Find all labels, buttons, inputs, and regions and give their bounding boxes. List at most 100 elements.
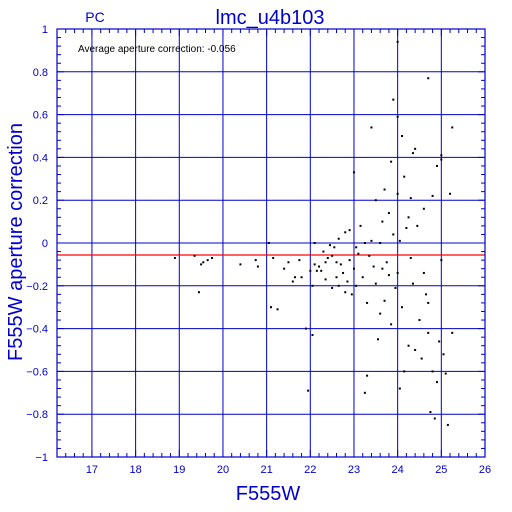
data-point	[337, 237, 340, 240]
data-point	[414, 349, 417, 351]
data-point	[267, 242, 270, 244]
data-point	[414, 147, 417, 150]
data-point	[370, 126, 373, 129]
data-point	[416, 224, 419, 227]
data-point	[357, 252, 360, 255]
data-point	[379, 312, 382, 315]
data-point	[363, 391, 366, 394]
data-point	[272, 256, 275, 259]
data-point	[206, 259, 209, 262]
data-point	[344, 291, 347, 294]
data-point	[283, 267, 286, 270]
data-point	[374, 282, 377, 285]
data-point	[348, 259, 351, 262]
data-point	[350, 293, 353, 296]
data-point	[352, 171, 355, 174]
data-point	[405, 227, 408, 230]
x-tick-label: 17	[86, 464, 98, 476]
data-point	[374, 199, 377, 202]
data-point	[411, 152, 414, 155]
x-tick-label: 18	[129, 464, 141, 476]
x-axis-label: F555W	[236, 483, 301, 505]
data-point	[331, 286, 334, 289]
data-point	[287, 261, 290, 264]
data-point	[346, 280, 349, 283]
x-tick-label: 24	[392, 464, 404, 476]
plot-frame	[56, 28, 486, 458]
data-point	[359, 224, 362, 227]
data-point	[392, 233, 395, 236]
data-point	[344, 231, 347, 234]
data-point	[422, 207, 425, 210]
data-point	[451, 126, 454, 129]
data-point	[370, 239, 373, 242]
data-point	[396, 40, 399, 43]
y-tick-label: 0	[42, 238, 48, 250]
data-point	[396, 115, 399, 118]
data-point	[394, 286, 397, 289]
data-point	[318, 265, 321, 268]
data-point	[193, 254, 196, 257]
data-point	[355, 284, 358, 287]
data-point	[422, 271, 425, 274]
data-point	[433, 417, 436, 420]
x-tick-label: 22	[304, 464, 316, 476]
data-point	[307, 389, 310, 392]
data-point	[366, 301, 369, 304]
x-tick-label: 20	[217, 464, 229, 476]
data-point	[366, 374, 369, 377]
data-point	[435, 164, 438, 167]
data-points	[173, 40, 454, 426]
data-point	[320, 269, 323, 272]
average-correction-annotation: Average aperture correction: -0.056	[78, 44, 236, 55]
data-point	[403, 370, 406, 373]
x-tick-labels: 17 18 19 20 21 22 23 24 25 26	[86, 464, 491, 476]
data-point	[311, 334, 314, 337]
data-point	[407, 344, 410, 347]
data-point	[392, 98, 395, 101]
data-point	[387, 212, 390, 215]
data-point	[335, 261, 338, 264]
data-point	[352, 267, 355, 270]
data-point	[398, 239, 401, 242]
data-point	[409, 256, 412, 259]
data-point	[381, 267, 384, 270]
data-point	[291, 280, 294, 283]
data-point	[387, 274, 390, 277]
data-point	[451, 331, 454, 334]
data-point	[411, 282, 414, 285]
data-point	[427, 301, 430, 304]
data-point	[444, 372, 447, 375]
detector-label: PC	[85, 9, 104, 25]
data-point	[304, 327, 307, 330]
data-point	[407, 216, 410, 219]
data-point	[431, 370, 434, 373]
x-tick-label: 21	[261, 464, 273, 476]
data-point	[390, 160, 393, 163]
data-point	[254, 259, 257, 262]
data-point	[403, 175, 406, 178]
y-tick-labels: 1 0.8 0.6 0.4 0.2 0 −0.2 −0.4 −0.6 −0.8 −1	[26, 24, 48, 464]
data-point	[337, 284, 340, 287]
data-point	[425, 293, 428, 296]
data-point	[381, 220, 384, 223]
data-point	[239, 263, 242, 266]
data-point	[429, 411, 432, 414]
y-tick-label: −0.6	[26, 366, 48, 378]
data-point	[326, 256, 329, 259]
x-tick-label: 19	[173, 464, 185, 476]
data-point	[342, 271, 345, 274]
y-tick-label: 0.4	[33, 152, 48, 164]
x-tick-label: 25	[435, 464, 447, 476]
data-point	[313, 263, 316, 266]
data-point	[348, 229, 351, 232]
data-point	[309, 269, 312, 272]
data-point	[331, 254, 334, 257]
data-point	[256, 265, 259, 268]
data-point	[435, 381, 438, 384]
y-axis-label: F555W aperture correction	[5, 123, 27, 361]
data-point	[383, 188, 386, 191]
data-point	[379, 242, 382, 244]
